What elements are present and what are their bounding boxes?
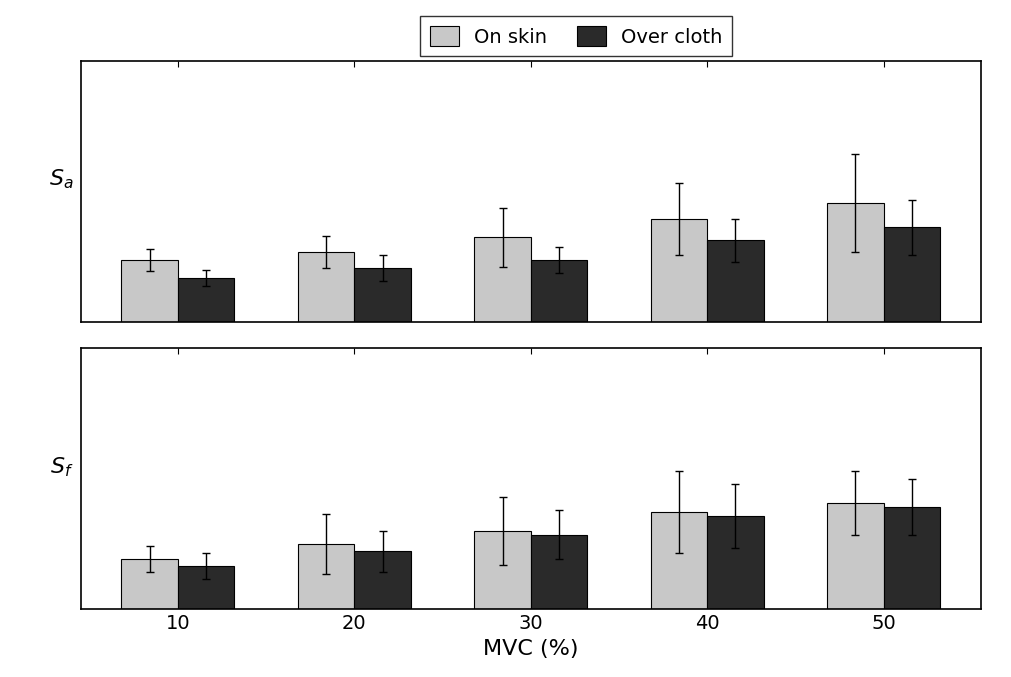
Bar — [884, 506, 940, 609]
Bar — [354, 268, 410, 322]
Bar — [708, 240, 763, 322]
Bar — [531, 260, 587, 322]
Bar — [651, 512, 708, 609]
Bar — [708, 516, 763, 609]
Legend: On skin, Over cloth: On skin, Over cloth — [420, 16, 733, 56]
Y-axis label: $S_f$: $S_f$ — [50, 455, 73, 479]
Bar — [121, 559, 178, 609]
Bar — [121, 260, 178, 322]
Y-axis label: $S_a$: $S_a$ — [50, 168, 74, 192]
Bar — [474, 531, 531, 609]
Bar — [651, 219, 708, 322]
Bar — [827, 203, 884, 322]
Bar — [531, 535, 587, 609]
X-axis label: MVC (%): MVC (%) — [483, 638, 578, 659]
Bar — [827, 503, 884, 609]
Bar — [178, 567, 235, 609]
Bar — [884, 227, 940, 322]
Bar — [354, 552, 410, 609]
Bar — [298, 544, 354, 609]
Bar — [474, 237, 531, 322]
Bar — [178, 278, 235, 322]
Bar — [298, 252, 354, 322]
